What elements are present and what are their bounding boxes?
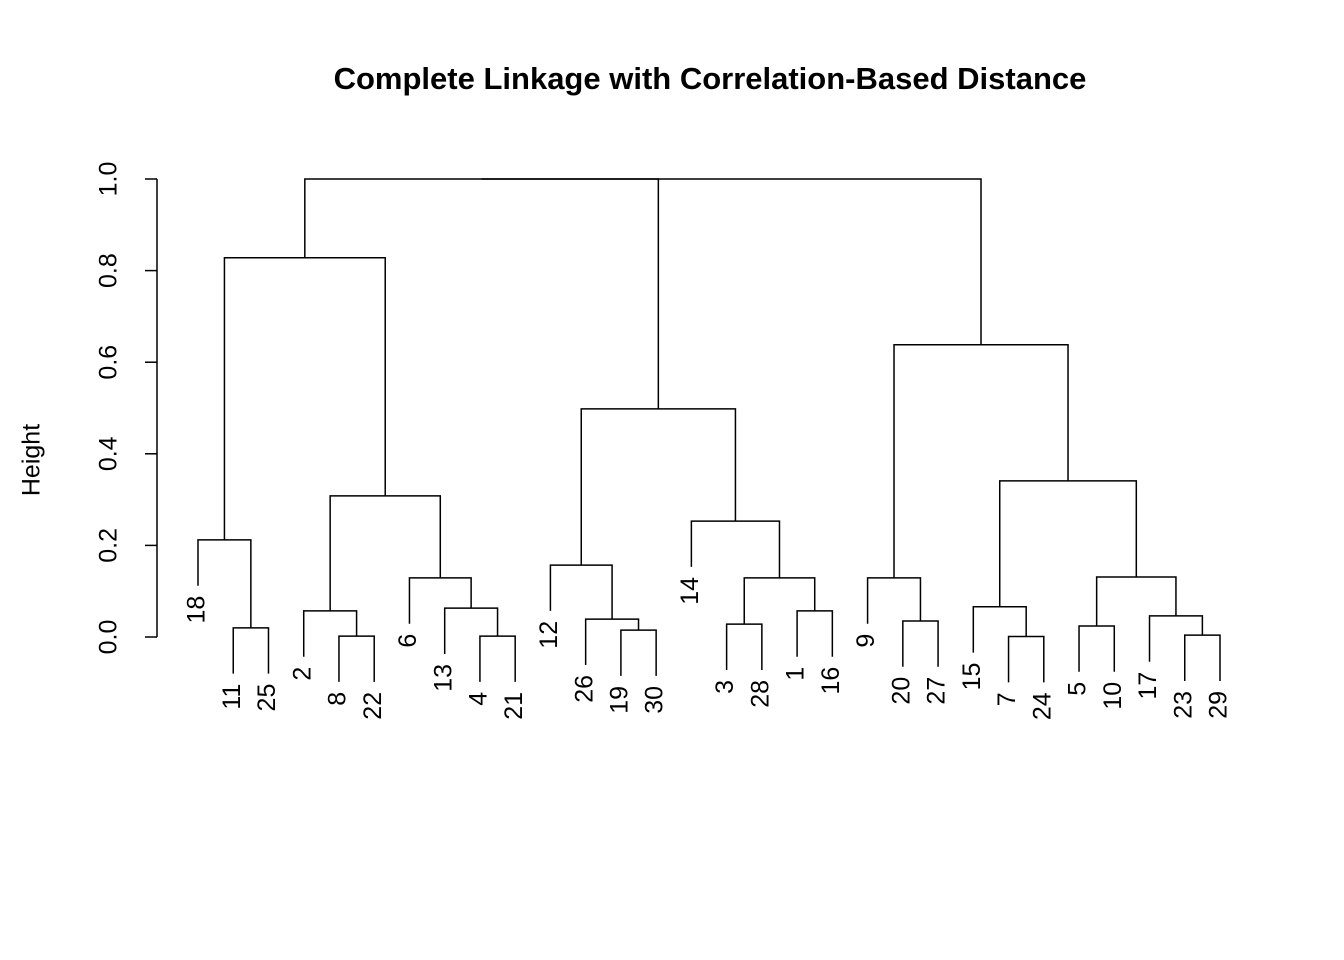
- dendrogram-link: [302, 610, 358, 657]
- leaf-label: 17: [1134, 672, 1162, 700]
- dendrogram-link: [1078, 625, 1116, 672]
- y-tick-label: 0.0: [95, 620, 123, 655]
- dendrogram-link: [902, 620, 939, 667]
- dendrogram-link: [223, 257, 386, 540]
- dendrogram-link: [998, 480, 1138, 607]
- leaf-label: 2: [288, 667, 316, 681]
- leaf-label: 28: [746, 680, 774, 708]
- leaf-label: 11: [218, 684, 246, 710]
- leaf-label: 27: [923, 677, 951, 705]
- leaf-label: 20: [887, 677, 915, 705]
- y-axis-label: Height: [18, 424, 46, 496]
- dendrogram-link: [893, 344, 1069, 578]
- leaf-label: 15: [958, 663, 986, 691]
- leaf-label: 13: [429, 664, 457, 692]
- dendrogram-link: [443, 607, 499, 654]
- dendrogram-link: [1148, 615, 1204, 662]
- leaf-label: 21: [500, 692, 528, 720]
- dendrogram-link: [549, 564, 613, 620]
- dendrogram-link: [329, 495, 442, 611]
- dendrogram-link: [620, 629, 657, 676]
- chart-title: Complete Linkage with Correlation-Based …: [334, 61, 1087, 96]
- leaf-label: 22: [359, 692, 387, 720]
- leaf-label: 3: [711, 680, 739, 694]
- leaf-label: 7: [993, 692, 1021, 706]
- leaf-label: 29: [1205, 691, 1233, 719]
- dendrogram-link: [743, 577, 816, 625]
- dendrogram-link: [232, 627, 270, 674]
- leaf-label: 24: [1028, 692, 1056, 720]
- dendrogram-link: [690, 520, 781, 578]
- leaf-label: 16: [817, 667, 845, 695]
- leaf-label: 18: [183, 596, 211, 624]
- leaf-label: 8: [324, 692, 352, 706]
- dendrogram-link: [1095, 576, 1177, 627]
- y-tick-label: 0.2: [95, 528, 123, 563]
- y-tick-label: 0.4: [95, 436, 123, 471]
- leaf-label: 26: [570, 675, 598, 703]
- dendrogram-link: [481, 178, 982, 345]
- leaf-label: 6: [394, 634, 422, 648]
- dendrogram-link: [1184, 634, 1221, 681]
- dendrogram-link: [972, 606, 1027, 653]
- dendrogram-link: [725, 623, 763, 670]
- leaf-label: 1: [782, 667, 810, 681]
- dendrogram-link: [304, 178, 660, 409]
- dendrogram-link: [866, 577, 922, 624]
- dendrogram-link: [796, 610, 834, 657]
- leaf-label: 19: [606, 686, 634, 714]
- leaf-label: 14: [676, 577, 704, 605]
- dendrogram-link: [1007, 635, 1045, 683]
- leaf-label: 4: [465, 692, 493, 706]
- y-tick-label: 0.8: [95, 253, 123, 288]
- leaf-label: 30: [641, 686, 669, 714]
- dendrogram-link: [584, 618, 640, 665]
- leaf-label: 9: [852, 634, 880, 648]
- y-tick-label: 0.6: [95, 345, 123, 380]
- leaf-label: 25: [253, 684, 281, 712]
- leaf-label: 12: [535, 621, 563, 649]
- y-tick-label: 1.0: [95, 162, 123, 197]
- leaf-label: 5: [1064, 682, 1092, 696]
- dendrogram-link: [479, 635, 516, 682]
- dendrogram-link: [338, 635, 375, 682]
- leaf-label: 23: [1169, 691, 1197, 719]
- dendrogram-link: [580, 408, 737, 566]
- dendrogram-link: [408, 577, 472, 624]
- leaf-label: 10: [1099, 682, 1127, 710]
